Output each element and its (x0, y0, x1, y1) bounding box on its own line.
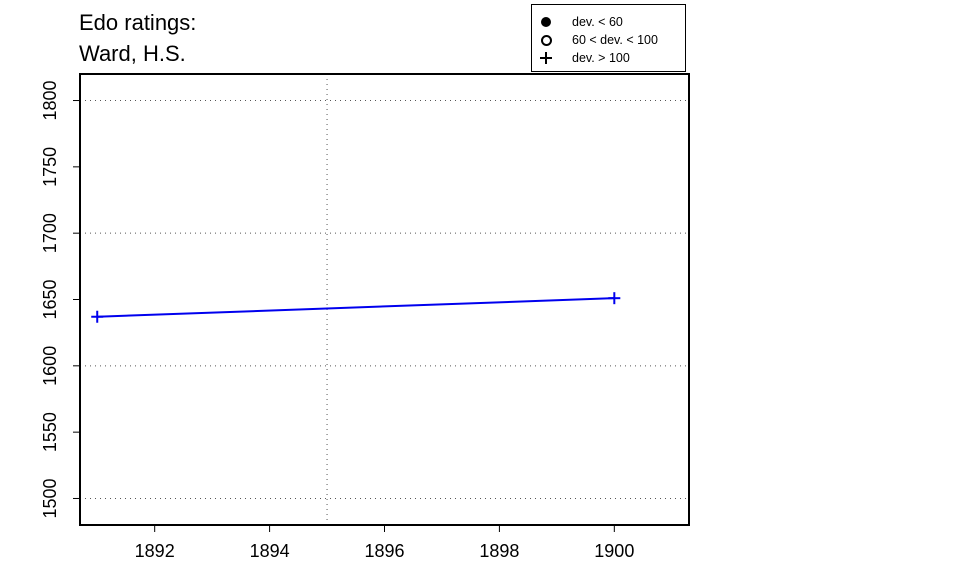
y-tick-label: 1800 (40, 81, 60, 121)
legend-entry-dev-gt-100: dev. > 100 (532, 49, 687, 67)
legend-label: dev. < 60 (572, 15, 623, 29)
x-tick-label: 1892 (135, 541, 175, 561)
chart-title-line-1: Edo ratings: (79, 10, 197, 35)
legend: dev. < 60 60 < dev. < 100 dev. > 100 (531, 4, 686, 72)
series-line (97, 297, 615, 318)
filled-circle-icon (540, 16, 552, 28)
open-circle-icon (540, 34, 552, 46)
x-tick-label: 1898 (479, 541, 519, 561)
x-tick-label: 1894 (250, 541, 290, 561)
legend-entry-dev-lt-60: dev. < 60 (532, 13, 687, 31)
y-tick-label: 1650 (40, 279, 60, 319)
y-tick-label: 1500 (40, 478, 60, 518)
legend-label: dev. > 100 (572, 51, 630, 65)
y-tick-label: 1550 (40, 412, 60, 452)
x-tick-label: 1900 (594, 541, 634, 561)
x-tick-label: 1896 (364, 541, 404, 561)
y-tick-label: 1750 (40, 147, 60, 187)
legend-label: 60 < dev. < 100 (572, 33, 658, 47)
y-tick-label: 1700 (40, 213, 60, 253)
plus-icon (540, 52, 552, 64)
legend-entry-dev-60-100: 60 < dev. < 100 (532, 31, 687, 49)
y-tick-label: 1600 (40, 346, 60, 386)
data-point-plus (608, 292, 621, 305)
data-point-plus (91, 310, 104, 323)
chart-title-line-2: Ward, H.S. (79, 41, 186, 66)
